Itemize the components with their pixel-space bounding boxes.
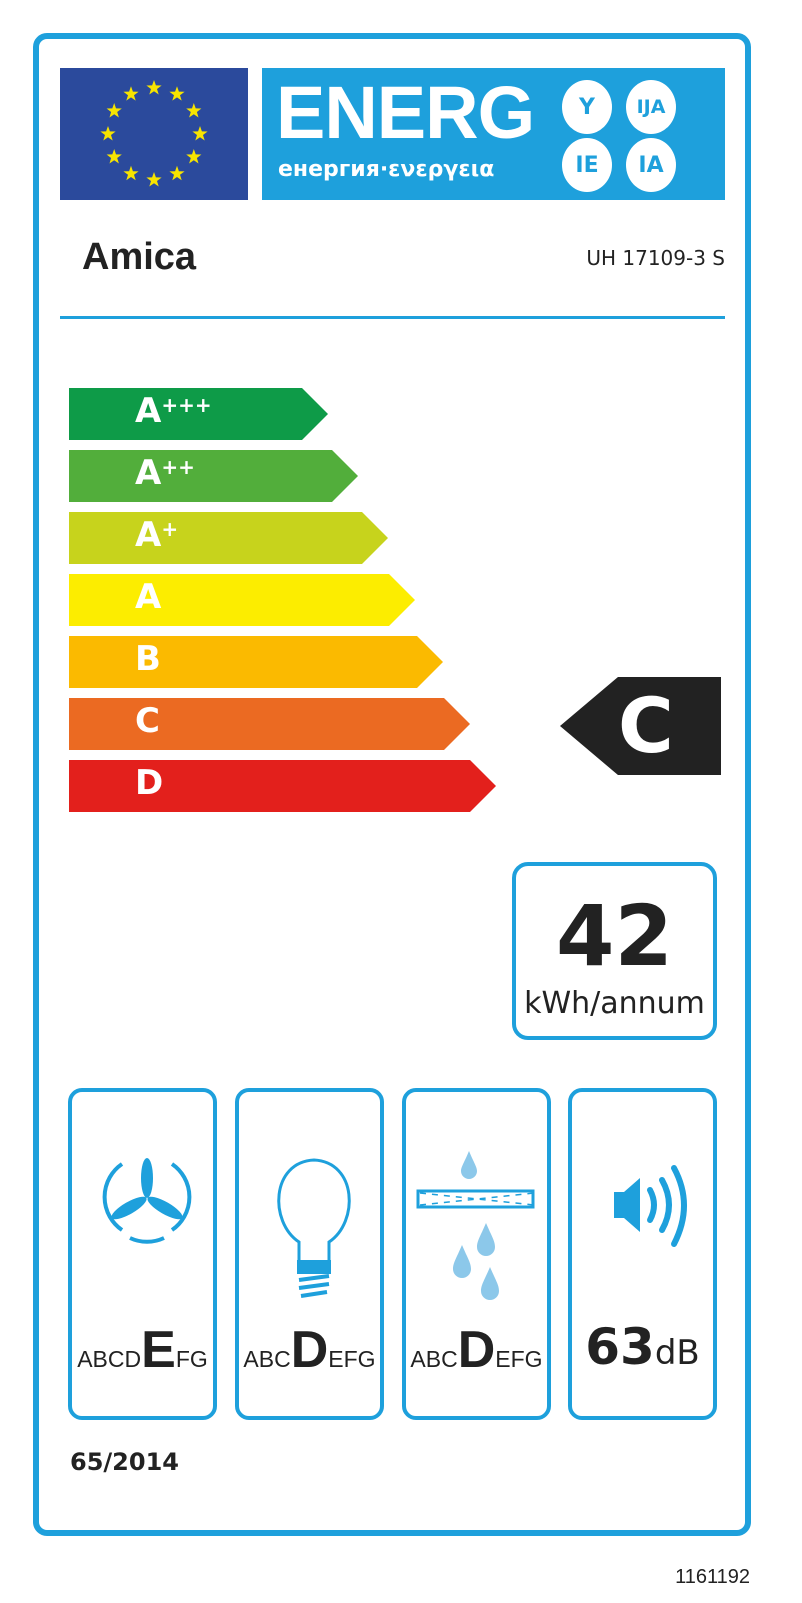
fan-icon xyxy=(102,1158,192,1244)
speaker-icon xyxy=(614,1165,687,1247)
lighting-box: ABCDEFG xyxy=(235,1088,384,1420)
consumption-value: 42 xyxy=(556,887,673,985)
energy-class-bar: A++ xyxy=(69,450,358,502)
energy-logo: ENERG енергия·ενεργεια Y IJA IE IA xyxy=(262,68,725,200)
consumption-box: 42 kWh/annum xyxy=(512,862,717,1040)
rating-letter: C xyxy=(618,681,674,770)
star-icon xyxy=(123,165,139,181)
fluid-dynamic-box: ABCDEFG xyxy=(68,1088,217,1420)
consumption-unit: kWh/annum xyxy=(524,986,705,1021)
energy-class-bar: D xyxy=(69,760,496,812)
noise-level: 63dB xyxy=(585,1318,700,1376)
divider xyxy=(60,316,725,319)
eu-flag-icon xyxy=(60,68,248,200)
energy-class-bar: A xyxy=(69,574,415,626)
star-icon xyxy=(186,103,202,118)
star-icon xyxy=(169,86,185,101)
noise-box: 63dB xyxy=(568,1088,717,1420)
star-icon xyxy=(106,149,122,164)
energy-class-bar: C xyxy=(69,698,470,750)
label-frame xyxy=(33,33,751,1536)
energy-class-label: B xyxy=(135,639,161,679)
suffix-ia: IA xyxy=(626,138,676,192)
energy-class-label: C xyxy=(135,701,160,741)
energy-subtitle: енергия·ενεργεια xyxy=(278,157,495,182)
energy-word: ENERG xyxy=(276,71,535,154)
fluid-dynamic-class: ABCDEFG xyxy=(77,1321,208,1379)
label-code: 1161192 xyxy=(675,1566,750,1588)
energy-class-label: D xyxy=(135,763,164,803)
energy-class-label: A++ xyxy=(135,453,195,493)
light-bulb-icon xyxy=(277,1158,351,1298)
energy-class-label: A xyxy=(135,577,162,617)
grease-box: ABCDEFG xyxy=(402,1088,551,1420)
grease-filter-icon xyxy=(416,1151,535,1300)
energy-class-bar: A+++ xyxy=(69,388,328,440)
energy-class-label: A+++ xyxy=(135,391,212,431)
energy-class-bar: B xyxy=(69,636,443,688)
suffix-ie: IE xyxy=(562,138,612,192)
star-icon xyxy=(186,149,202,164)
energy-class-bar: A+ xyxy=(69,512,388,564)
star-icon xyxy=(192,126,208,141)
suffix-y: Y xyxy=(562,80,612,134)
regulation-number: 65/2014 xyxy=(70,1448,179,1476)
suffix-ija: IJA xyxy=(626,80,676,134)
grease-class: ABCDEFG xyxy=(410,1321,543,1379)
star-icon xyxy=(100,126,116,141)
star-icon xyxy=(106,103,122,118)
star-icon xyxy=(169,165,185,181)
model-id: UH 17109-3 S xyxy=(586,246,725,270)
star-icon xyxy=(123,86,139,101)
energy-class-label: A+ xyxy=(135,515,179,555)
lighting-class: ABCDEFG xyxy=(243,1321,376,1379)
supplier-name: Amica xyxy=(82,236,197,278)
star-icon xyxy=(146,80,162,95)
star-icon xyxy=(146,172,162,187)
